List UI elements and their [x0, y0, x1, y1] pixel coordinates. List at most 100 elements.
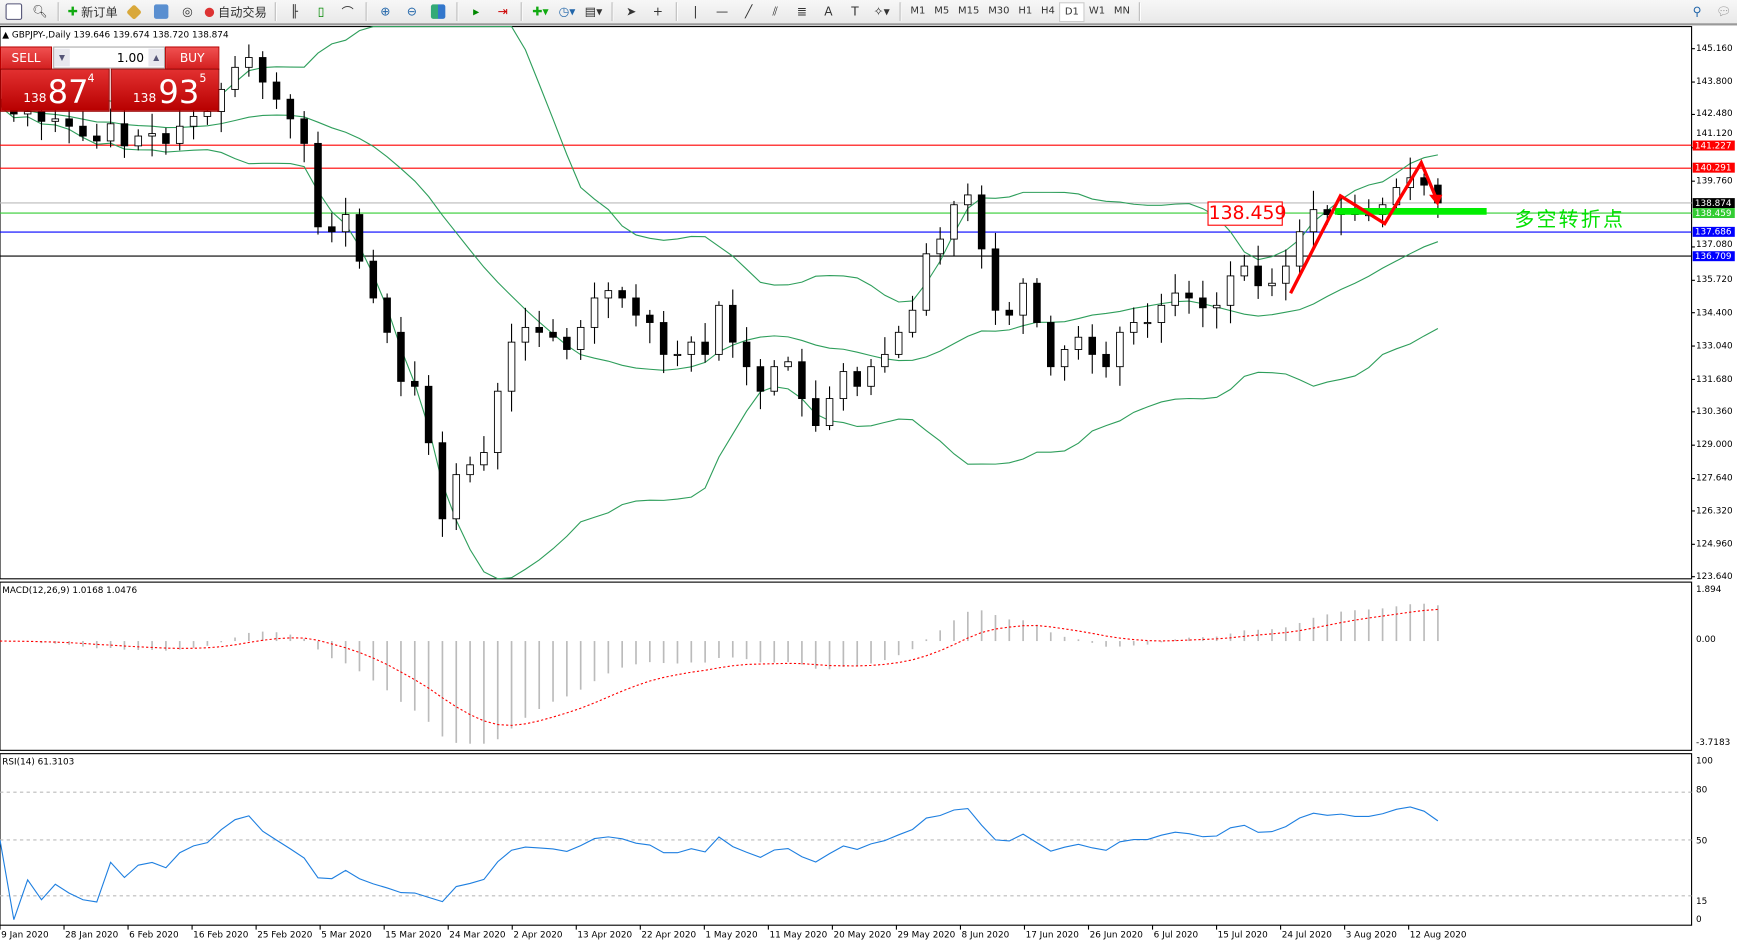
- collapse-marker-icon[interactable]: ▲: [2, 29, 10, 40]
- text-tool-icon[interactable]: A: [824, 4, 833, 19]
- price-axis-label: 142.480: [1696, 108, 1733, 119]
- separator: [611, 2, 614, 22]
- candle: [950, 200, 958, 256]
- sell-price-big: 87: [47, 73, 89, 111]
- candle: [811, 380, 820, 432]
- new-order-button[interactable]: ✚ 新订单: [67, 4, 118, 20]
- auto-trade-button[interactable]: ● 自动交易: [204, 4, 267, 20]
- bollinger-upper: [0, 26, 1439, 303]
- chart-header: ▲ GBPJPY-,Daily 139.646 139.674 138.720 …: [2, 30, 228, 40]
- candle: [1129, 307, 1138, 345]
- fibonacci-icon[interactable]: ≣: [796, 4, 807, 19]
- tile-windows-icon[interactable]: [429, 2, 449, 22]
- new-chart-icon[interactable]: [3, 2, 23, 22]
- periods-icon[interactable]: ◷▾: [558, 4, 576, 19]
- candle: [1019, 278, 1027, 334]
- candle: [687, 336, 696, 372]
- separator: [274, 2, 277, 22]
- separator: [675, 2, 678, 22]
- candle: [604, 282, 613, 319]
- auto-trade-icon: ●: [204, 4, 215, 19]
- buy-price-pip: 5: [199, 73, 207, 86]
- trendline-icon[interactable]: ╱: [744, 4, 753, 19]
- pivot-price-label: 138.459: [1207, 201, 1287, 226]
- timeframe-h1[interactable]: H1: [1018, 4, 1033, 17]
- buy-price[interactable]: 138 93 5: [110, 68, 220, 112]
- horizontal-line-icon[interactable]: —: [715, 4, 729, 19]
- candle: [1116, 326, 1124, 386]
- macd-axis-label: -3.7183: [1696, 737, 1731, 748]
- zigzag-arrow: [1289, 159, 1438, 295]
- chart-shift-icon[interactable]: ⇥: [497, 4, 508, 19]
- chart-canvas[interactable]: [0, 25, 1737, 944]
- candle: [618, 286, 626, 308]
- auto-scroll-icon[interactable]: ▸: [473, 4, 480, 19]
- equidistant-channel-icon[interactable]: ⫽: [772, 3, 778, 19]
- candle: [1171, 274, 1179, 317]
- timeframe-m1[interactable]: M1: [910, 4, 926, 17]
- candle: [632, 284, 640, 327]
- timeframe-m15[interactable]: M15: [958, 4, 980, 17]
- templates-icon[interactable]: ▤▾: [584, 4, 603, 19]
- candle: [507, 323, 516, 412]
- candle: [535, 310, 543, 348]
- candle: [881, 337, 889, 373]
- arrows-icon[interactable]: ✧▾: [873, 4, 890, 19]
- candle: [770, 360, 779, 396]
- candlestick-icon[interactable]: ▯: [317, 4, 325, 19]
- zoom-chart-icon[interactable]: 🔍︎: [32, 4, 48, 19]
- ohlc-readout: 139.646 139.674 138.720 138.874: [73, 29, 229, 40]
- price-axis-label: 127.640: [1696, 473, 1733, 483]
- timeframe-w1[interactable]: W1: [1088, 4, 1106, 17]
- line-chart-icon[interactable]: ⌒: [341, 4, 354, 20]
- separator: [456, 2, 459, 22]
- candle: [894, 325, 903, 359]
- lot-input[interactable]: 1.00: [116, 50, 145, 65]
- navigator-icon[interactable]: [124, 2, 144, 22]
- cursor-icon[interactable]: ➤: [626, 4, 637, 19]
- signal-icon[interactable]: ◎: [182, 4, 193, 19]
- candle: [300, 111, 308, 163]
- candle: [424, 375, 433, 455]
- zoom-in-icon[interactable]: ⊕: [380, 4, 391, 19]
- macd-axis-label: 1.894: [1696, 584, 1722, 595]
- timeframe-h4[interactable]: H4: [1041, 4, 1055, 17]
- crosshair-icon[interactable]: +: [652, 4, 663, 19]
- buy-button[interactable]: BUY: [165, 46, 220, 70]
- timeframe-d1[interactable]: D1: [1059, 1, 1085, 22]
- search-icon[interactable]: ⚲: [1692, 4, 1702, 19]
- text-label-icon[interactable]: T: [851, 4, 859, 19]
- sell-button[interactable]: SELL: [0, 46, 53, 70]
- lot-increase-button[interactable]: ▲: [148, 48, 164, 67]
- candle: [493, 382, 502, 470]
- candle: [1102, 341, 1110, 378]
- candle: [729, 289, 737, 358]
- timeframe-mn[interactable]: MN: [1113, 4, 1130, 17]
- candle: [355, 208, 364, 269]
- candle: [1047, 315, 1055, 376]
- candle: [452, 463, 461, 531]
- candle: [1268, 268, 1276, 297]
- chat-icon[interactable]: 💬︎: [1715, 4, 1732, 19]
- date-label: 24 Mar 2020: [449, 929, 506, 940]
- lot-decrease-button[interactable]: ▼: [54, 48, 70, 67]
- candle: [1226, 261, 1235, 324]
- bar-chart-icon[interactable]: ╟: [290, 4, 299, 19]
- candle: [964, 183, 972, 222]
- candle: [245, 44, 253, 77]
- sell-price[interactable]: 138 87 4: [0, 68, 110, 112]
- timeframe-m30[interactable]: M30: [988, 4, 1010, 17]
- candle: [1157, 293, 1166, 343]
- timeframe-m5[interactable]: M5: [934, 4, 950, 17]
- date-label: 24 Jul 2020: [1281, 929, 1332, 940]
- candle: [991, 232, 1000, 325]
- candle: [466, 456, 474, 483]
- indicators-icon[interactable]: ✚▾: [532, 4, 549, 19]
- zoom-out-icon[interactable]: ⊖: [406, 4, 418, 19]
- rsi-axis-label: 15: [1696, 896, 1708, 907]
- terminal-icon[interactable]: [151, 2, 171, 22]
- candle: [314, 131, 322, 235]
- candle: [1005, 301, 1014, 326]
- candle: [286, 94, 295, 139]
- vertical-line-icon[interactable]: |: [693, 4, 698, 19]
